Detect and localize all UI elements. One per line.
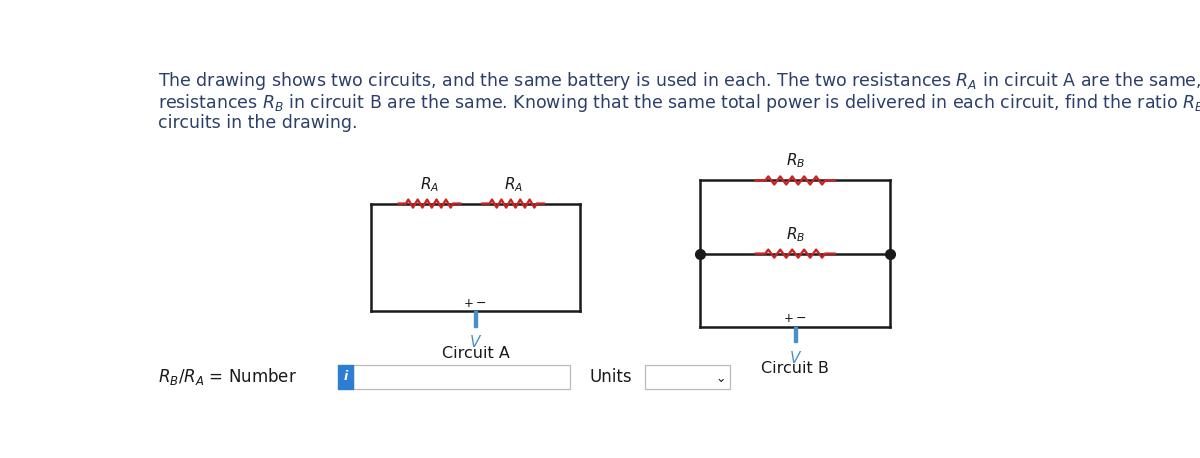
- Bar: [646, 365, 731, 389]
- Bar: [337, 365, 353, 389]
- Text: +: +: [784, 312, 793, 325]
- Text: i: i: [343, 371, 348, 383]
- Text: −: −: [476, 297, 486, 310]
- Text: circuits in the drawing.: circuits in the drawing.: [157, 114, 358, 132]
- Text: +: +: [464, 297, 474, 310]
- Bar: [353, 365, 570, 389]
- Text: ⌄: ⌄: [716, 372, 726, 385]
- Text: $R_A$: $R_A$: [420, 175, 439, 194]
- Text: The drawing shows two circuits, and the same battery is used in each. The two re: The drawing shows two circuits, and the …: [157, 71, 1200, 93]
- Text: resistances $R_B$ in circuit B are the same. Knowing that the same total power i: resistances $R_B$ in circuit B are the s…: [157, 93, 1200, 114]
- Text: $R_B$: $R_B$: [786, 152, 805, 170]
- Text: $R_A$: $R_A$: [504, 175, 523, 194]
- Text: $V$: $V$: [469, 334, 482, 350]
- Text: −: −: [796, 312, 806, 325]
- Text: $R_B$/$R_A$ = Number: $R_B$/$R_A$ = Number: [157, 366, 296, 387]
- Bar: [474, 311, 478, 327]
- Bar: [793, 327, 797, 342]
- Text: $R_B$: $R_B$: [786, 225, 805, 244]
- Text: $V$: $V$: [788, 350, 802, 366]
- Text: Circuit A: Circuit A: [442, 346, 510, 361]
- Text: Circuit B: Circuit B: [761, 361, 829, 376]
- Text: Units: Units: [589, 368, 632, 386]
